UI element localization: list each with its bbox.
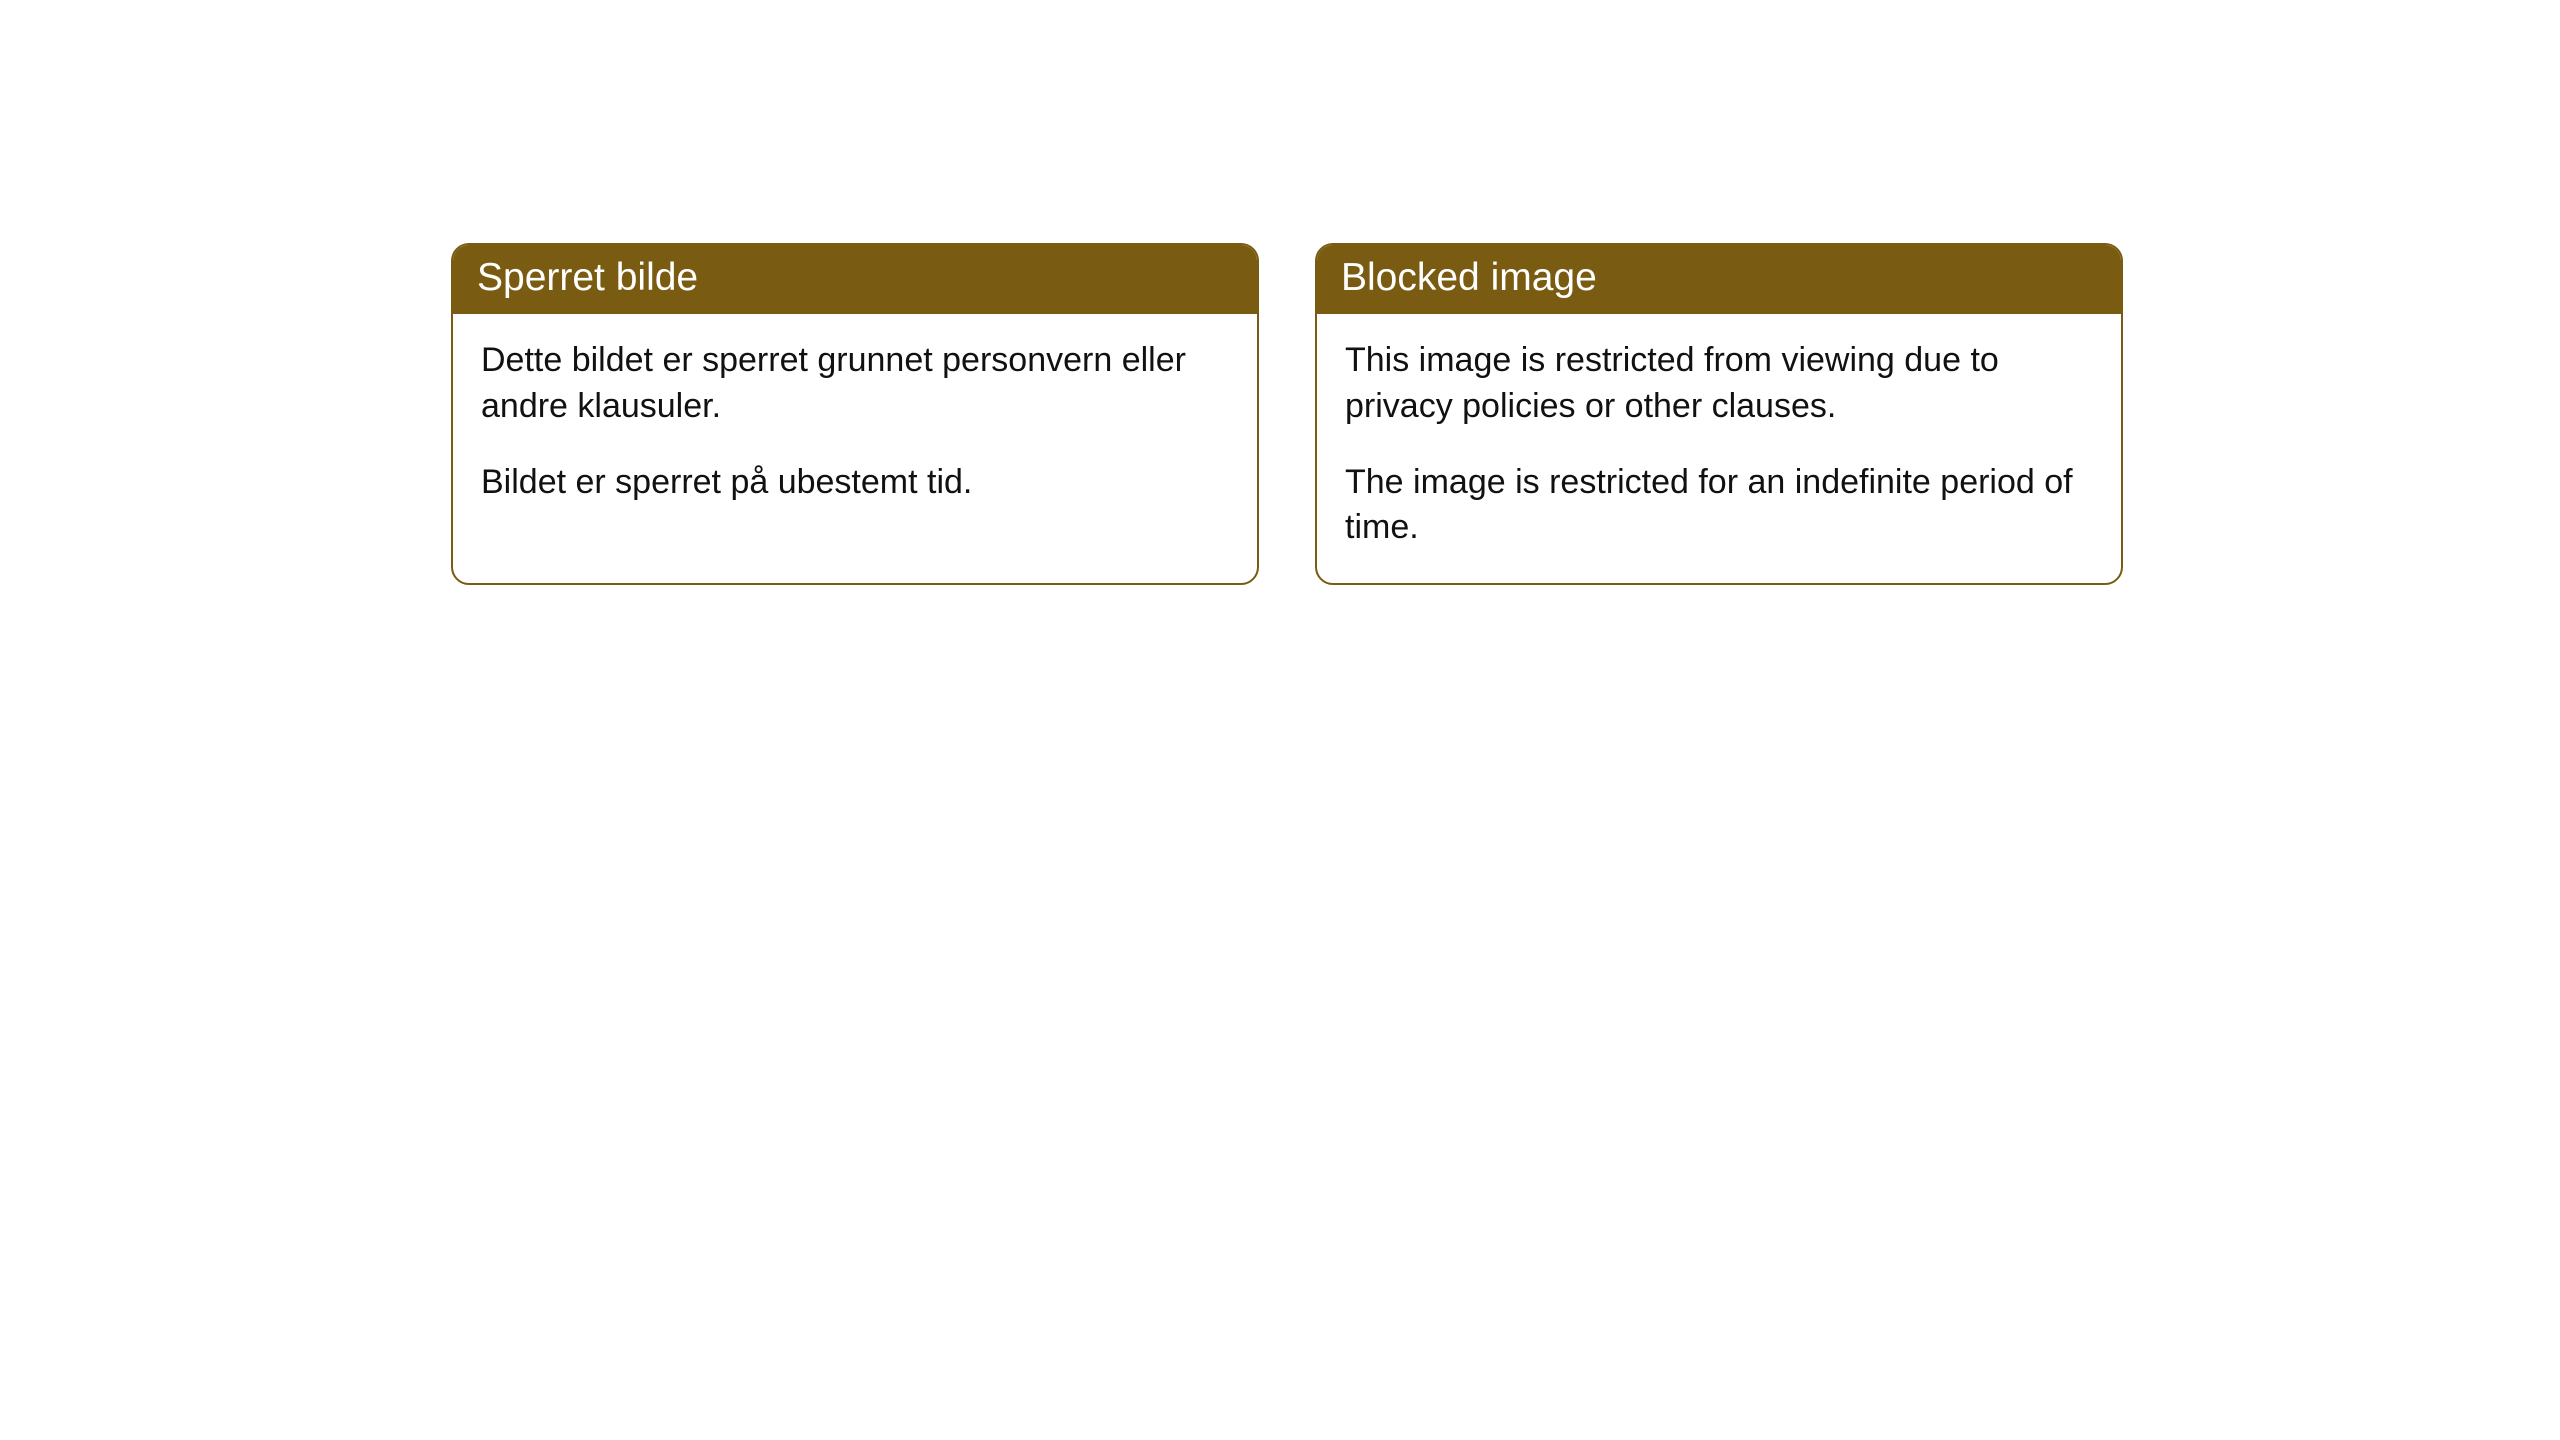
notice-cards-container: Sperret bilde Dette bildet er sperret gr… bbox=[451, 243, 2123, 585]
card-body: This image is restricted from viewing du… bbox=[1317, 314, 2121, 584]
blocked-image-card-en: Blocked image This image is restricted f… bbox=[1315, 243, 2123, 585]
card-header: Blocked image bbox=[1317, 245, 2121, 314]
card-paragraph: Dette bildet er sperret grunnet personve… bbox=[481, 338, 1229, 430]
card-paragraph: The image is restricted for an indefinit… bbox=[1345, 460, 2093, 552]
card-body: Dette bildet er sperret grunnet personve… bbox=[453, 314, 1257, 538]
card-header: Sperret bilde bbox=[453, 245, 1257, 314]
card-paragraph: Bildet er sperret på ubestemt tid. bbox=[481, 460, 1229, 506]
blocked-image-card-no: Sperret bilde Dette bildet er sperret gr… bbox=[451, 243, 1259, 585]
card-paragraph: This image is restricted from viewing du… bbox=[1345, 338, 2093, 430]
